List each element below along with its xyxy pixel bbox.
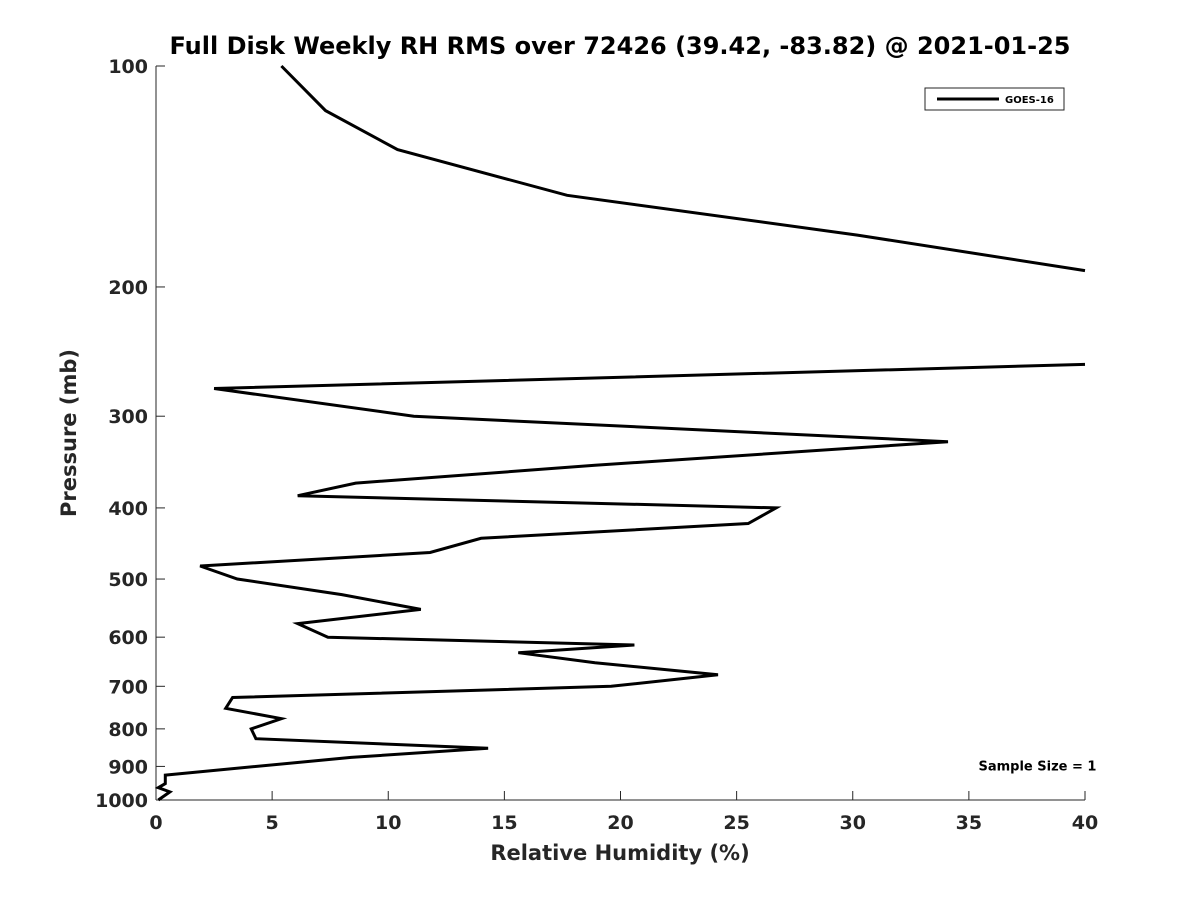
x-tick-label: 5 [266,812,279,834]
x-tick-label: 15 [491,812,517,834]
series-layer [154,64,1086,802]
axes: 0 5 10 15 20 25 30 35 40 100 200 300 400 500 600 700 800… [95,56,1098,834]
x-tick-label: 40 [1072,812,1098,834]
y-tick-label: 800 [108,719,148,741]
x-tick-label: 35 [956,812,982,834]
x-tick-label: 25 [723,812,749,834]
y-tick-label: 700 [108,676,148,698]
legend-entry-goes16: GOES-16 [1005,95,1054,106]
legend: GOES-16 [924,87,1065,111]
y-tick-label: 200 [108,277,148,299]
y-tick-label: 900 [108,756,148,778]
x-tick-label: 30 [840,812,866,834]
y-tick-label: 600 [108,627,148,649]
chart-title: Full Disk Weekly RH RMS over 72426 (39.4… [169,32,1070,60]
x-axis-label: Relative Humidity (%) [490,841,749,865]
series-line-goes-16-segment-1 [280,64,1086,273]
x-tick-label: 0 [149,812,162,834]
y-tick-label: 1000 [95,790,148,812]
y-tick-label: 500 [108,569,148,591]
y-tick-label: 100 [108,56,148,78]
y-tick-label: 300 [108,406,148,428]
sample-size-annotation: Sample Size = 1 [978,759,1096,774]
y-tick-label: 400 [108,498,148,520]
y-axis-label: Pressure (mb) [57,349,81,517]
x-tick-label: 10 [375,812,401,834]
series-line-goes-16-segment-2 [154,362,1086,802]
x-tick-label: 20 [607,812,633,834]
